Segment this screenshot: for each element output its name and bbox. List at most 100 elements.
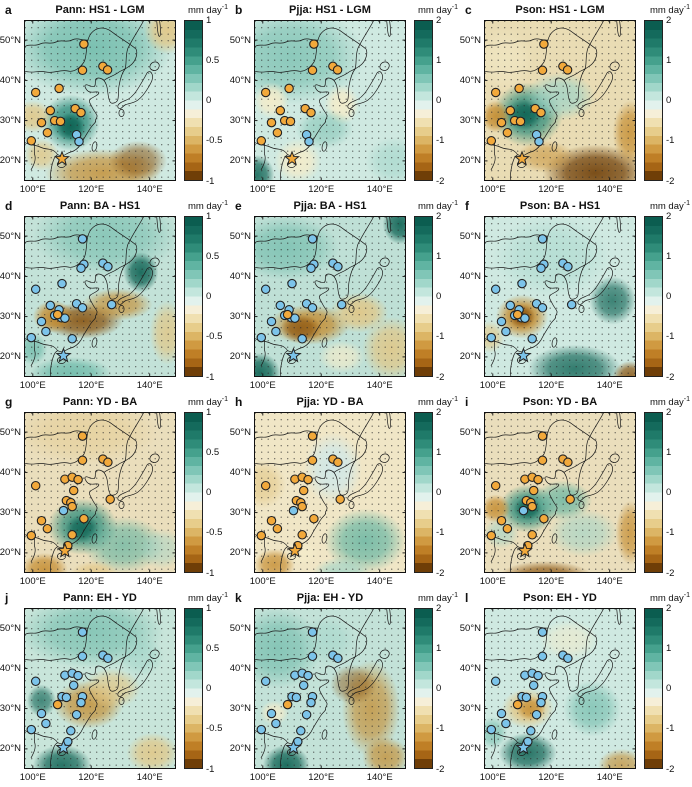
lon-tick-label: 100°E	[19, 380, 46, 391]
colorbar-tick-label: 1	[206, 602, 212, 614]
site-marker	[307, 303, 318, 313]
site-marker	[490, 87, 501, 98]
lat-tick-label: 20°N	[459, 351, 481, 363]
colorbar-tick-label: 2	[436, 602, 442, 614]
colorbar-tick-label: -2	[436, 763, 445, 775]
site-marker	[76, 107, 86, 118]
site-marker	[527, 334, 537, 344]
coastline	[317, 419, 368, 462]
site-marker	[266, 515, 277, 526]
lat-tick-label: 50°N	[229, 230, 251, 242]
site-marker	[73, 670, 83, 681]
lat-tick-label: 50°N	[0, 426, 21, 438]
colorbar-unit-label: mm day-1	[187, 4, 228, 17]
island-outline	[91, 729, 98, 740]
lon-tick-label: 100°E	[479, 184, 506, 195]
site-marker	[297, 501, 307, 512]
coastline	[609, 453, 620, 463]
panel-title: Pson: HS1 - LGM	[515, 4, 605, 16]
site-marker	[266, 316, 277, 327]
site-marker	[42, 127, 53, 138]
star-marker	[516, 542, 533, 558]
site-marker	[260, 676, 271, 687]
site-marker	[306, 697, 316, 708]
colorbar-unit-label: mm day-1	[187, 200, 228, 213]
coastline	[547, 27, 598, 70]
lat-tick-label: 50°N	[459, 34, 481, 46]
lat-tick-label: 40°N	[459, 662, 481, 674]
lat-tick-label: 30°N	[459, 507, 481, 519]
lon-tick-label: 100°E	[479, 576, 506, 587]
stippling-overlay	[24, 20, 176, 181]
coastline	[509, 20, 605, 181]
island-outline	[91, 141, 98, 152]
lat-tick-label: 20°N	[0, 547, 21, 559]
map-canvas	[24, 216, 176, 377]
coastline	[609, 649, 620, 659]
lon-tick-label: 100°E	[479, 380, 506, 391]
island-outline	[91, 533, 98, 544]
site-marker	[333, 457, 343, 468]
site-marker	[307, 431, 318, 441]
coastline	[103, 264, 126, 277]
colorbar-unit-label: mm day-1	[417, 200, 458, 213]
site-marker	[531, 709, 542, 720]
stippling-overlay	[254, 216, 406, 377]
unit-exponent: -1	[221, 396, 228, 403]
coastline	[24, 431, 89, 465]
colorbar-tick-label: -1	[666, 135, 675, 147]
coastline	[254, 626, 319, 636]
site-marker	[61, 692, 72, 703]
coastline	[386, 608, 391, 625]
colorbar-tick-label: 0	[666, 487, 672, 498]
site-marker	[335, 494, 345, 505]
panel-letter: e	[235, 199, 242, 213]
lat-tick-label: 50°N	[229, 34, 251, 46]
island-outline	[321, 729, 328, 740]
lon-tick-label: 100°E	[19, 772, 46, 783]
site-marker	[309, 39, 319, 49]
site-marker	[298, 680, 309, 691]
coastline	[117, 71, 153, 109]
colorbar-tick-label: 2	[436, 14, 442, 26]
coastline	[87, 223, 138, 266]
colorbar-tick-label: 2	[436, 210, 442, 222]
stippling-overlay	[254, 20, 406, 181]
colorbar-tick-label: 0.5	[206, 54, 220, 66]
lat-tick-label: 40°N	[0, 270, 21, 282]
coastline	[484, 38, 549, 48]
map-canvas	[484, 216, 636, 377]
coastline	[386, 216, 391, 233]
site-marker-outlier	[518, 505, 529, 516]
site-marker	[490, 676, 501, 687]
unit-exponent: -1	[221, 592, 228, 599]
coastline	[254, 627, 319, 661]
colorbar	[184, 216, 203, 377]
site-marker	[297, 334, 307, 344]
unit-exponent: -1	[221, 4, 228, 11]
panel-title: Pjja: YD - BA	[296, 396, 364, 408]
site-marker	[266, 708, 277, 719]
site-marker	[515, 116, 526, 127]
coastline	[333, 460, 356, 473]
unit-exponent: -1	[451, 4, 458, 11]
map-canvas	[24, 20, 176, 181]
colorbar-tick-label: 0	[436, 95, 442, 106]
site-marker	[30, 87, 41, 98]
site-marker	[106, 299, 117, 310]
site-marker	[77, 234, 88, 244]
colorbar-tick-label: 0	[206, 95, 212, 106]
lon-tick-label: 120°E	[538, 380, 565, 391]
unit-exponent: -1	[683, 200, 690, 207]
site-marker	[77, 627, 88, 637]
lon-tick-label: 140°E	[136, 184, 163, 195]
site-marker	[291, 692, 302, 703]
site-marker	[332, 65, 343, 75]
panel-title: Pson: EH - YD	[523, 592, 597, 604]
lon-tick-label: 140°E	[596, 772, 623, 783]
site-marker	[57, 278, 67, 289]
map-frame	[254, 608, 406, 769]
site-marker	[266, 117, 277, 128]
site-marker	[505, 300, 516, 311]
site-marker	[333, 653, 343, 664]
